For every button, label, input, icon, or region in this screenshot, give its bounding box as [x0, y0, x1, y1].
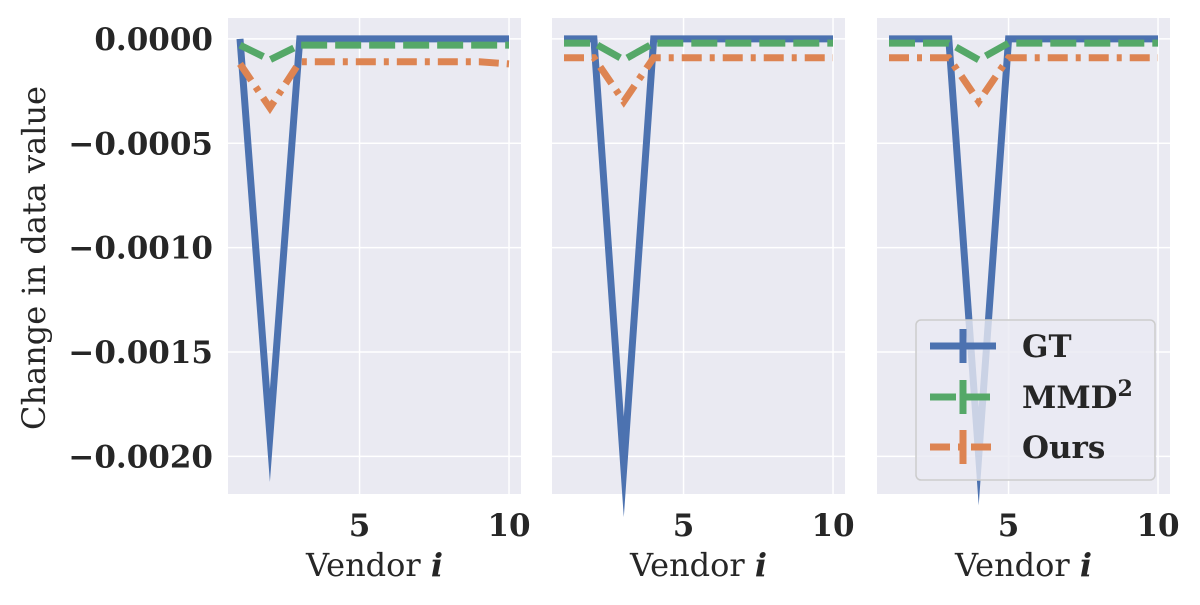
legend-label: GT — [1022, 329, 1072, 365]
x-tick-label: 5 — [349, 508, 371, 544]
series-line-mmd — [238, 41, 509, 64]
y-tick-label: 0.0000 — [94, 22, 213, 58]
series-line-ours — [889, 54, 1158, 108]
x-axis-label: Vendor i — [629, 546, 767, 584]
y-tick-label: −0.0010 — [68, 231, 213, 267]
y-axis-label: Change in data value — [15, 86, 53, 430]
series-line-ours — [237, 58, 510, 115]
x-tick-label: 10 — [811, 508, 854, 544]
legend-label: MMD2 — [1022, 376, 1133, 416]
legend-label: Ours — [1022, 430, 1105, 466]
chart-panel-1: 5 10 Vendor i 0.0000 −0.0005 −0.0010 −0.0015 −0… — [68, 18, 531, 584]
y-tick-label: −0.0020 — [68, 439, 213, 475]
series-line-mmd — [564, 39, 833, 64]
chart-panel-3: 5 10 Vendor i — [877, 18, 1180, 584]
legend: GT MMD2 Ours — [915, 319, 1156, 481]
legend-entry-ours: Ours — [930, 430, 1105, 466]
x-axis-label: Vendor i — [305, 546, 443, 584]
legend-entry-mmd: MMD2 — [930, 376, 1133, 416]
series-line-gt — [236, 35, 509, 483]
legend-frame — [915, 319, 1156, 481]
y-tick-label: −0.0005 — [68, 126, 213, 162]
series-line-gt — [889, 35, 1158, 506]
series-line-mmd — [889, 39, 1158, 64]
x-tick-label: 5 — [998, 508, 1020, 544]
plot-background — [228, 18, 521, 494]
panels: 5 10 Vendor i 0.0000 −0.0005 −0.0010 −0.0015 −0… — [68, 18, 1180, 584]
series-line-gt — [564, 35, 833, 518]
x-tick-label: 5 — [673, 508, 695, 544]
series-line-ours — [564, 54, 833, 108]
x-tick-label: 10 — [487, 508, 530, 544]
legend-entry-gt: GT — [930, 329, 1072, 365]
x-axis-label: Vendor i — [954, 546, 1092, 584]
x-tick-label: 10 — [1136, 508, 1179, 544]
y-tick-label: −0.0015 — [68, 335, 213, 371]
chart-panel-2: 5 10 Vendor i — [552, 18, 855, 584]
